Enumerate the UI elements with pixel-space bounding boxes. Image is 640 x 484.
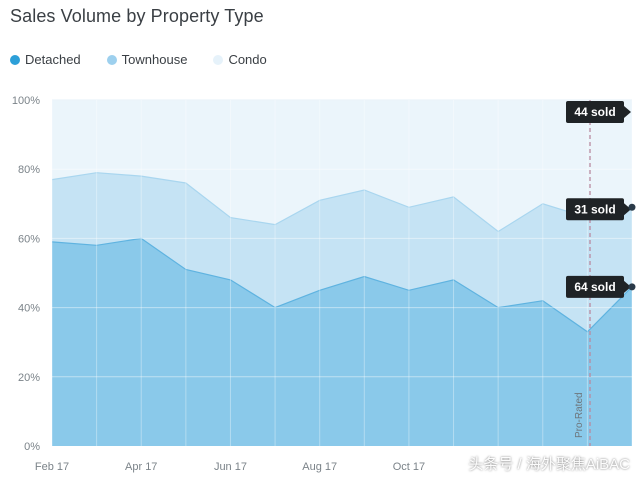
legend-item-detached[interactable]: Detached xyxy=(10,52,81,67)
x-tick-label: Aug 17 xyxy=(302,461,337,473)
legend-label-detached: Detached xyxy=(25,52,81,67)
legend-label-townhouse: Townhouse xyxy=(121,52,188,67)
legend-item-townhouse[interactable]: Townhouse xyxy=(106,52,188,67)
callout-detached: 64 sold xyxy=(566,275,631,298)
y-tick-label: 100% xyxy=(12,95,40,107)
series-line-townhouse xyxy=(51,172,633,233)
x-tick-label: Feb 17 xyxy=(35,461,69,473)
watermark: 头条号 / 海外聚焦AiBAC xyxy=(468,456,630,473)
x-tick-label: Apr 17 xyxy=(125,461,157,473)
callout-text: 64 sold xyxy=(574,280,615,294)
callout-pointer xyxy=(624,203,631,216)
callout-townhouse: 31 sold xyxy=(566,198,631,221)
legend-label-condo: Condo xyxy=(228,52,267,67)
y-tick-label: 40% xyxy=(18,303,40,315)
legend: Detached Townhouse Condo xyxy=(10,52,267,67)
series-area-townhouse xyxy=(52,172,632,332)
callout-box xyxy=(566,198,624,221)
series-line-detached xyxy=(51,237,633,333)
series-area-detached xyxy=(52,238,632,446)
series-area-condo xyxy=(52,100,632,232)
series-end-marker xyxy=(628,203,636,211)
callout-pointer xyxy=(624,280,631,293)
x-tick-label: Jun 17 xyxy=(214,461,247,473)
legend-swatch-detached xyxy=(10,54,20,65)
legend-swatch-townhouse xyxy=(106,54,117,65)
callout-box xyxy=(566,101,624,123)
callout-text: 44 sold xyxy=(574,105,615,119)
callout-condo: 44 sold xyxy=(566,101,631,123)
legend-item-condo[interactable]: Condo xyxy=(213,52,267,67)
legend-swatch-condo xyxy=(213,54,224,65)
callout-text: 31 sold xyxy=(574,202,615,216)
y-tick-label: 80% xyxy=(18,164,40,176)
y-tick-label: 0% xyxy=(24,441,40,453)
y-tick-label: 20% xyxy=(18,372,40,384)
callout-box xyxy=(566,275,624,298)
prorated-label: Pro-Rated xyxy=(574,392,585,438)
callout-pointer xyxy=(624,106,631,118)
y-tick-label: 60% xyxy=(18,233,40,245)
chart-title: Sales Volume by Property Type xyxy=(10,6,264,26)
x-tick-label: Oct 17 xyxy=(393,461,425,473)
series-end-marker xyxy=(628,283,636,291)
